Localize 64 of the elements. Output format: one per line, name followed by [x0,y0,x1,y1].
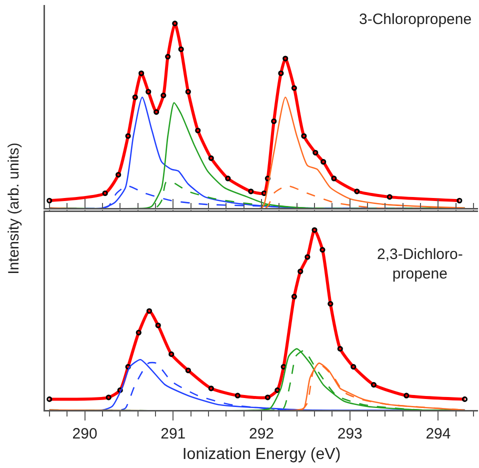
point [261,190,267,196]
point [234,392,240,398]
x-tick-label: 291 [160,426,186,442]
point [291,294,297,300]
y-axis-title: Intensity (arb. units) [5,142,22,274]
point [102,190,108,196]
point [132,94,138,100]
point [404,392,410,398]
point [370,382,377,388]
point [320,247,326,253]
point [264,176,270,182]
point [291,85,297,91]
point [278,70,284,76]
point [312,227,318,233]
point [165,54,171,60]
x-tick-label: 290 [72,426,98,442]
point [168,351,174,357]
point [117,387,123,393]
point [304,254,310,260]
point [298,268,304,274]
point [208,386,214,392]
point [328,301,334,307]
point [337,346,343,352]
point [195,128,201,134]
point [331,176,337,182]
point [185,88,191,95]
x-tick-label: 293 [337,426,362,442]
point [456,198,462,204]
point [354,188,360,194]
x-tick-label: 294 [426,426,451,442]
point [264,394,270,400]
point [160,92,166,98]
point [386,194,392,200]
x-axis-title: Ionization Energy (eV) [182,446,341,463]
point [320,159,326,165]
point [350,364,356,370]
point [46,396,52,402]
point [106,394,112,400]
point [301,133,307,139]
point [178,46,184,52]
point [146,308,152,314]
annotation: 3-Chloropropene [359,11,472,28]
point [172,20,178,26]
point [125,364,131,370]
point [462,396,468,402]
point [208,155,214,161]
point [280,364,286,370]
point [154,109,160,115]
point [146,88,152,95]
point [116,172,122,178]
point [46,198,52,204]
point [125,133,131,139]
point [138,70,144,76]
point [248,188,254,194]
point [225,176,231,182]
point [136,330,142,336]
point [312,150,318,156]
point [271,118,277,124]
point [282,56,288,62]
x-tick-label: 292 [248,426,274,442]
annotation: 2,3-Dichloro- propene [377,246,463,282]
point [185,368,191,374]
point [155,322,161,328]
point [274,387,280,393]
